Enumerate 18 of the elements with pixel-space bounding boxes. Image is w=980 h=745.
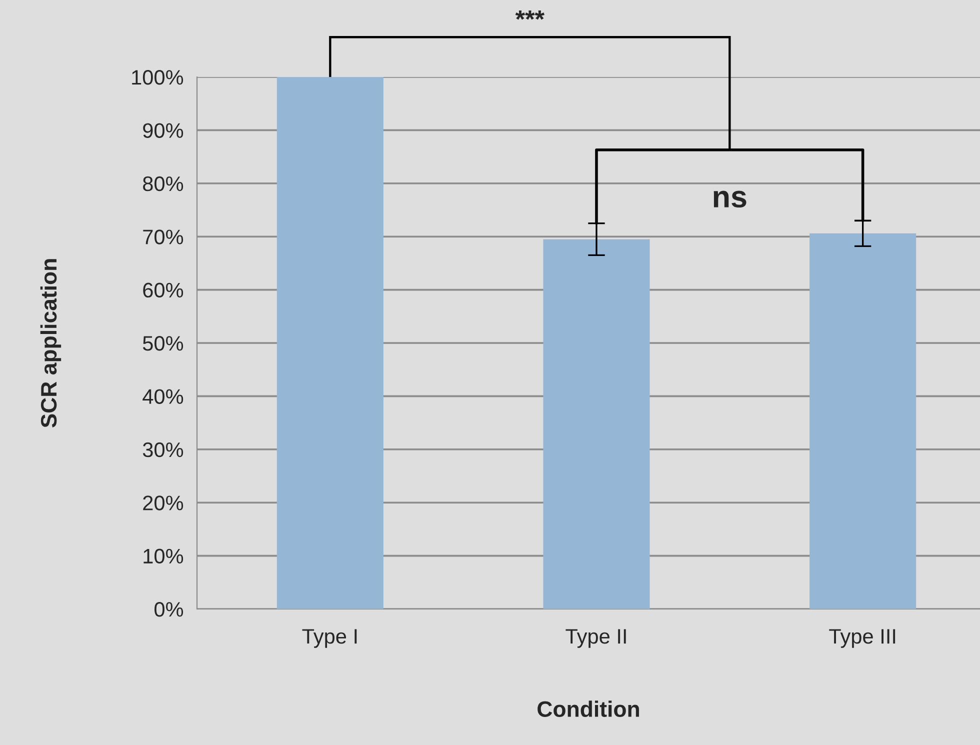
y-tick-label: 80% <box>143 176 184 192</box>
y-tick-label: 40% <box>142 389 184 404</box>
x-axis-title: Condition <box>538 700 639 717</box>
y-tick-label: 30% <box>142 442 184 458</box>
text: *** <box>515 10 544 20</box>
y-tick-label: 90% <box>143 123 184 138</box>
y-tick-label: 60% <box>143 282 184 298</box>
x-tick-label: Type III <box>829 629 896 648</box>
y-tick-label: 0% <box>154 602 184 617</box>
y-tick-label: 50% <box>142 336 184 351</box>
y-axis-title: SCR application <box>40 259 62 428</box>
y-tick-label: 20% <box>143 496 184 510</box>
x-tick-label: Type II <box>566 629 626 648</box>
x-tick-label: Type I <box>302 629 357 648</box>
y-tick-label: 100% <box>132 70 184 85</box>
y-tick-label: 70% <box>143 230 184 244</box>
annotation: ns <box>714 190 746 208</box>
y-tick-label: 10% <box>144 548 184 564</box>
